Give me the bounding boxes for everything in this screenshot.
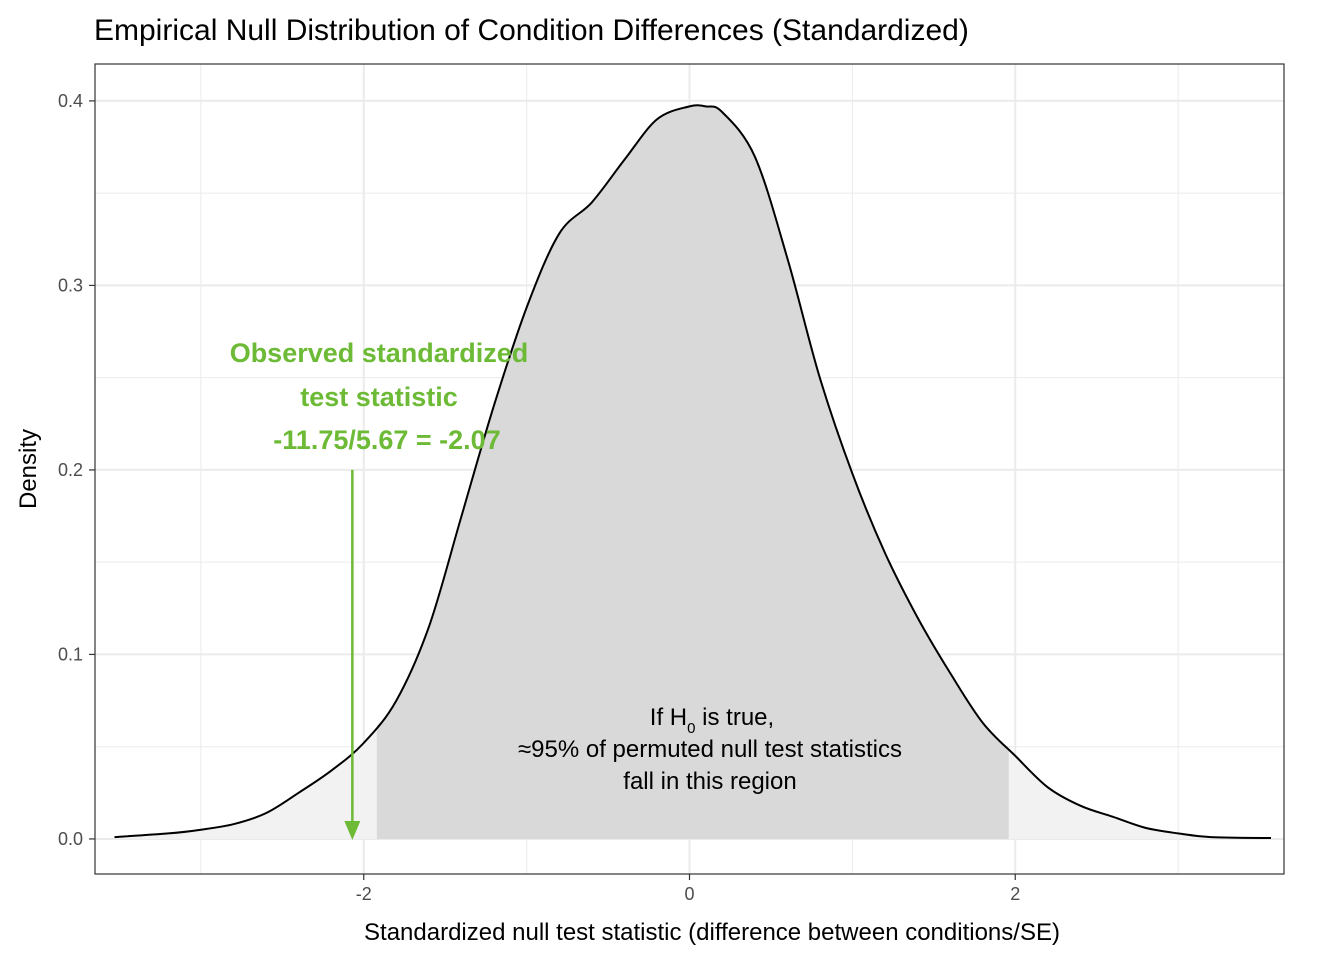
y-axis-title: Density xyxy=(15,429,42,509)
observed-arrow-head xyxy=(344,820,361,840)
region-label-suffix: is true, xyxy=(695,704,774,731)
observed-label-line-2: test statistic xyxy=(300,382,458,412)
plot-panel xyxy=(94,63,1285,875)
observed-label-line-1: Observed standardized xyxy=(230,338,529,368)
y-tick-label: 0.3 xyxy=(58,275,83,295)
x-tick-label: 0 xyxy=(684,884,694,904)
observed-statistic-arrow xyxy=(344,469,361,840)
x-tick-label: -2 xyxy=(356,884,372,904)
region-label-prefix: If H xyxy=(650,704,687,731)
region-label-line-1: If H0 is true, xyxy=(650,704,774,737)
region-label-line-2: ≈95% of permuted null test statistics xyxy=(518,736,902,763)
y-tick-label: 0.2 xyxy=(58,460,83,480)
y-axis: 0.0 0.1 0.2 0.3 0.4 xyxy=(58,91,95,849)
region-label-line-3: fall in this region xyxy=(623,768,796,795)
y-tick-label: 0.4 xyxy=(58,91,83,111)
y-tick-label: 0.0 xyxy=(58,829,83,849)
region-label: If H0 is true, ≈95% of permuted null tes… xyxy=(518,704,902,795)
x-axis-title: Standardized null test statistic (differ… xyxy=(364,919,1060,946)
chart-title: Empirical Null Distribution of Condition… xyxy=(94,14,969,47)
density-curve xyxy=(114,104,1272,839)
observed-statistic-label: Observed standardized test statistic -11… xyxy=(230,338,529,455)
region-label-subscript: 0 xyxy=(687,720,695,737)
x-axis: -2 0 2 xyxy=(356,874,1020,904)
x-tick-label: 2 xyxy=(1010,884,1020,904)
observed-label-line-3: -11.75/5.67 = -2.07 xyxy=(273,425,500,455)
y-tick-label: 0.1 xyxy=(58,644,83,664)
